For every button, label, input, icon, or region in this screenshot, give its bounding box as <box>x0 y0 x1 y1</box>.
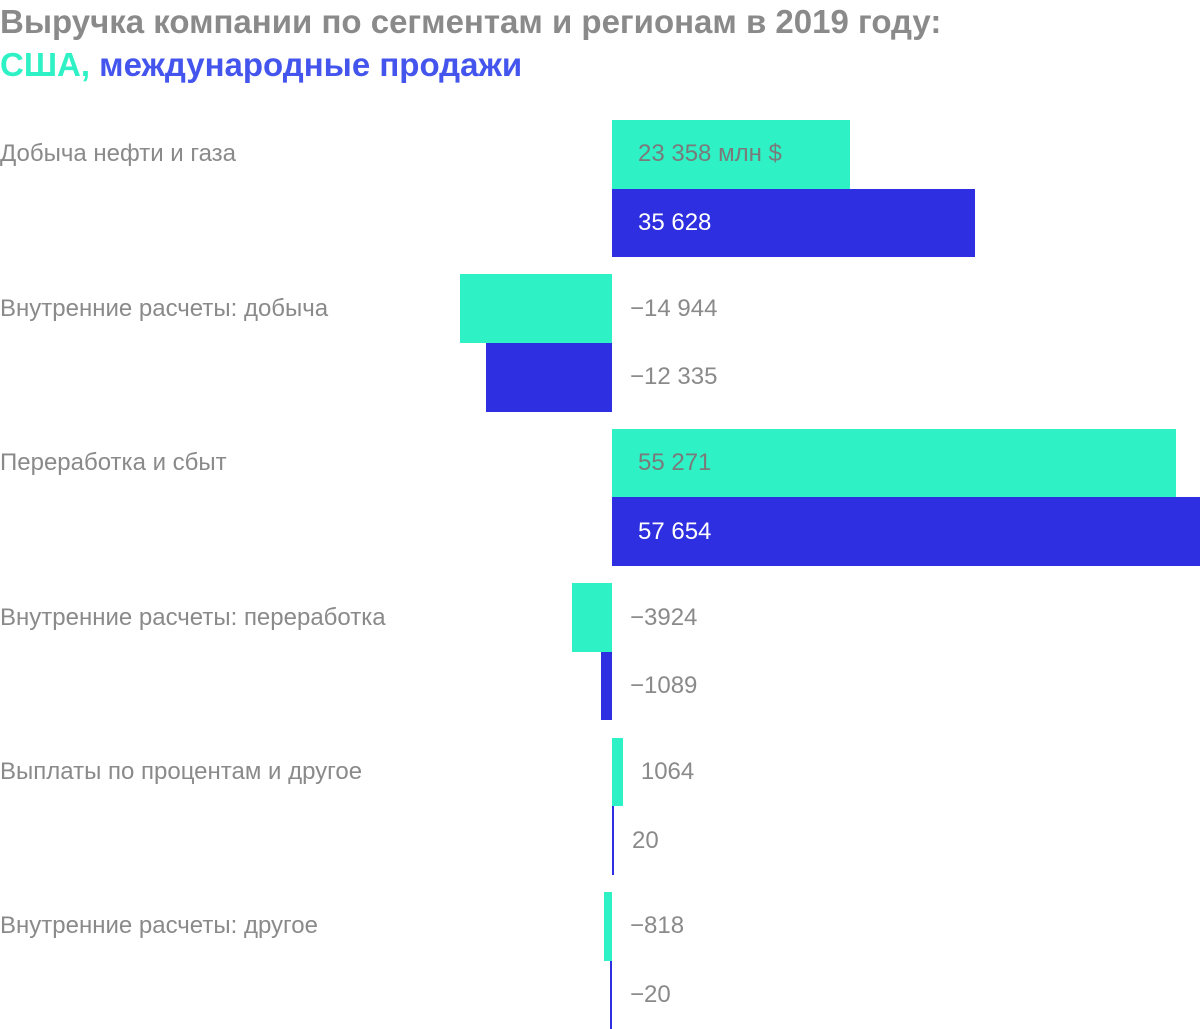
bar-us <box>603 892 612 961</box>
legend-us: США <box>0 46 81 83</box>
data-label: −14 944 <box>630 294 718 322</box>
legend: США, международные продажи <box>0 48 522 81</box>
category-label: Добыча нефти и газа <box>0 140 237 168</box>
data-label: 23 358 млн $ <box>638 140 782 168</box>
data-label: 20 <box>632 826 659 854</box>
bar-us <box>612 428 1176 498</box>
data-label: 55 271 <box>638 449 712 477</box>
data-label: −12 335 <box>630 363 718 391</box>
data-label: −818 <box>630 912 685 940</box>
bar-international <box>612 188 976 258</box>
bar-us <box>459 274 612 343</box>
bar-international <box>600 651 612 721</box>
bar-us <box>612 737 623 807</box>
bar-international <box>486 343 612 412</box>
category-label: Внутренние расчеты: другое <box>0 912 318 940</box>
bar-international <box>612 806 614 875</box>
bar-international <box>612 497 1200 566</box>
category-label: Внутренние расчеты: добыча <box>0 294 329 322</box>
data-label: −20 <box>630 980 671 1008</box>
data-label: −1089 <box>630 672 698 700</box>
bar-us <box>571 583 612 652</box>
category-label: Выплаты по процентам и другое <box>0 757 363 785</box>
data-label: 35 628 <box>638 208 712 236</box>
data-label: 57 654 <box>638 517 712 545</box>
bar-us <box>612 120 851 189</box>
legend-separator: , <box>80 46 90 83</box>
category-label: Переработка и сбыт <box>0 449 227 477</box>
legend-international: международные продажи <box>99 46 523 83</box>
data-label: −3924 <box>630 603 698 631</box>
category-label: Внутренние расчеты: переработка <box>0 603 386 631</box>
data-label: 1064 <box>640 757 695 785</box>
bar-international <box>610 960 612 1029</box>
chart-title: Выручка компании по сегментам и регионам… <box>0 3 942 40</box>
